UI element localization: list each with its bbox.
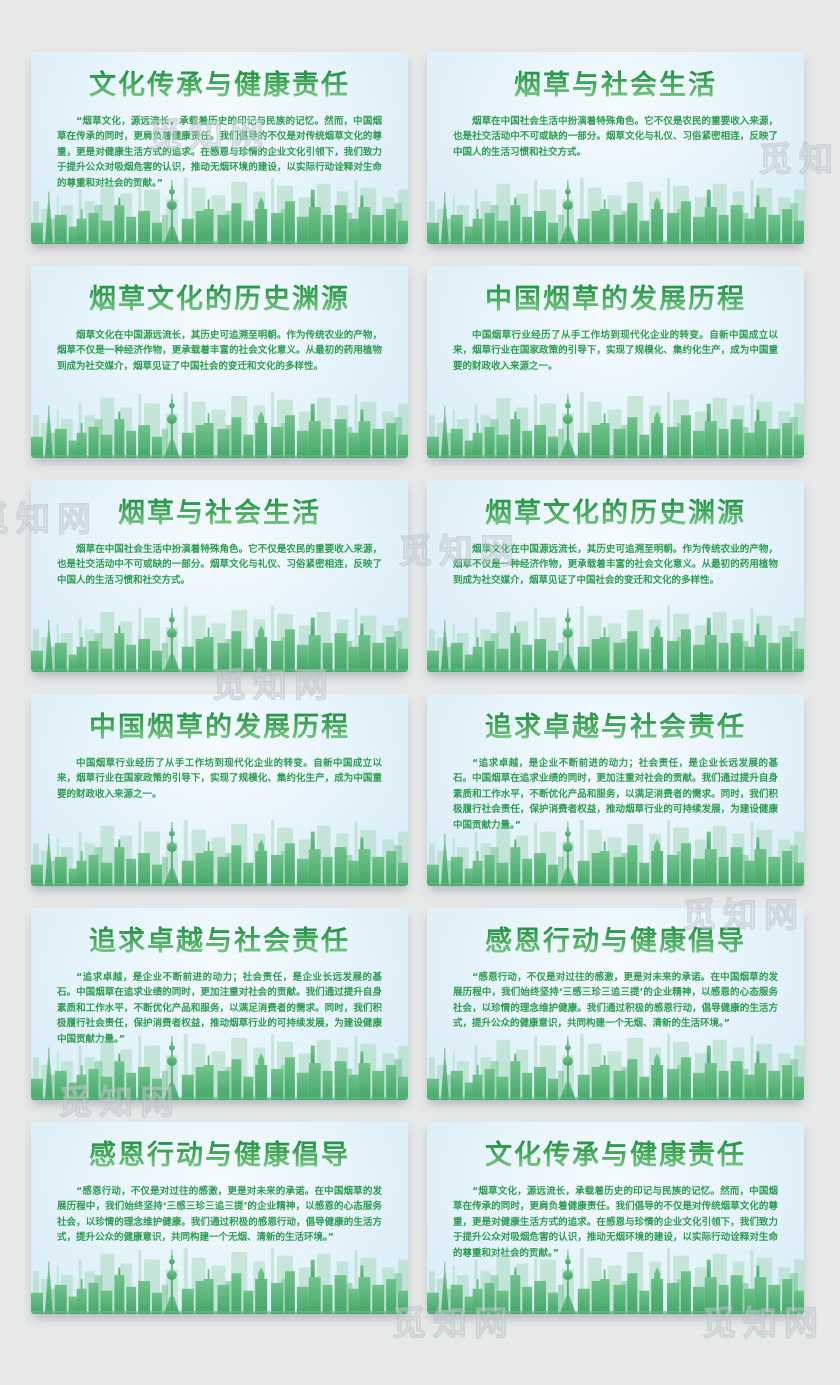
poster-card[interactable]: 追求卓越与社会责任 “追求卓越，是企业不断前进的动力；社会责任，是企业长远发展的… xyxy=(427,694,804,886)
poster-card[interactable]: 烟草与社会生活 烟草在中国社会生活中扮演着特殊角色。它不仅是农民的重要收入来源，… xyxy=(427,52,804,244)
poster-body-text: 烟草文化在中国源远流长，其历史可追溯至明朝。作为传统农业的产物，烟草不仅是一种经… xyxy=(57,330,382,372)
city-skyline-icon xyxy=(31,1247,408,1314)
poster-title: 追求卓越与社会责任 xyxy=(427,711,804,745)
city-skyline-icon xyxy=(31,819,408,886)
poster-title: 烟草文化的历史渊源 xyxy=(31,283,408,317)
poster-card[interactable]: 感恩行动与健康倡导 “感恩行动，不仅是对过往的感激，更是对未来的承诺。在中国烟草… xyxy=(427,908,804,1100)
poster-body-text: 烟草在中国社会生活中扮演着特殊角色。它不仅是农民的重要收入来源，也是社交活动中不… xyxy=(57,544,382,586)
poster-title: 追求卓越与社会责任 xyxy=(31,925,408,959)
poster-card[interactable]: 烟草文化的历史渊源 烟草文化在中国源远流长，其历史可追溯至明朝。作为传统农业的产… xyxy=(427,480,804,672)
poster-card[interactable]: 追求卓越与社会责任 “追求卓越，是企业不断前进的动力；社会责任，是企业长远发展的… xyxy=(31,908,408,1100)
poster-title: 中国烟草的发展历程 xyxy=(31,711,408,745)
poster-grid: 文化传承与健康责任 “烟草文化，源远流长，承载着历史的印记与民族的记忆。然而，中… xyxy=(31,52,806,1314)
city-skyline-icon xyxy=(427,391,804,458)
poster-title: 烟草与社会生活 xyxy=(427,69,804,103)
poster-card[interactable]: 烟草与社会生活 烟草在中国社会生活中扮演着特殊角色。它不仅是农民的重要收入来源，… xyxy=(31,480,408,672)
city-skyline-icon xyxy=(31,391,408,458)
poster-card[interactable]: 中国烟草的发展历程 中国烟草行业经历了从手工作坊到现代化企业的转变。自新中国成立… xyxy=(31,694,408,886)
poster-body-text: 烟草在中国社会生活中扮演着特殊角色。它不仅是农民的重要收入来源，也是社交活动中不… xyxy=(453,116,778,158)
poster-body-text: 中国烟草行业经历了从手工作坊到现代化企业的转变。自新中国成立以来，烟草行业在国家… xyxy=(453,330,778,372)
poster-title: 烟草与社会生活 xyxy=(31,497,408,531)
city-skyline-icon xyxy=(31,605,408,672)
poster-body-text: “追求卓越，是企业不断前进的动力；社会责任，是企业长远发展的基石。中国烟草在追求… xyxy=(453,758,778,831)
poster-title: 中国烟草的发展历程 xyxy=(427,283,804,317)
poster-body-text: “感恩行动，不仅是对过往的感激，更是对未来的承诺。在中国烟草的发展历程中，我们始… xyxy=(57,1186,382,1244)
poster-card[interactable]: 文化传承与健康责任 “烟草文化，源远流长，承载着历史的印记与民族的记忆。然而，中… xyxy=(427,1122,804,1314)
poster-card[interactable]: 中国烟草的发展历程 中国烟草行业经历了从手工作坊到现代化企业的转变。自新中国成立… xyxy=(427,266,804,458)
poster-body-text: “感恩行动，不仅是对过往的感激，更是对未来的承诺。在中国烟草的发展历程中，我们始… xyxy=(453,972,778,1030)
city-skyline-icon xyxy=(31,1033,408,1100)
poster-body-text: “追求卓越，是企业不断前进的动力；社会责任，是企业长远发展的基石。中国烟草在追求… xyxy=(57,972,382,1045)
poster-body-text: 烟草文化在中国源远流长，其历史可追溯至明朝。作为传统农业的产物，烟草不仅是一种经… xyxy=(453,544,778,586)
poster-title: 文化传承与健康责任 xyxy=(427,1139,804,1173)
poster-body-text: “烟草文化，源远流长，承载着历史的印记与民族的记忆。然而，中国烟草在传承的同时，… xyxy=(453,1186,778,1259)
poster-title: 烟草文化的历史渊源 xyxy=(427,497,804,531)
city-skyline-icon xyxy=(427,605,804,672)
poster-body-text: 中国烟草行业经历了从手工作坊到现代化企业的转变。自新中国成立以来，烟草行业在国家… xyxy=(57,758,382,800)
poster-title: 感恩行动与健康倡导 xyxy=(427,925,804,959)
city-skyline-icon xyxy=(427,1033,804,1100)
poster-card[interactable]: 烟草文化的历史渊源 烟草文化在中国源远流长，其历史可追溯至明朝。作为传统农业的产… xyxy=(31,266,408,458)
poster-title: 感恩行动与健康倡导 xyxy=(31,1139,408,1173)
poster-card[interactable]: 感恩行动与健康倡导 “感恩行动，不仅是对过往的感激，更是对未来的承诺。在中国烟草… xyxy=(31,1122,408,1314)
poster-body-text: “烟草文化，源远流长，承载着历史的印记与民族的记忆。然而，中国烟草在传承的同时，… xyxy=(57,116,382,189)
poster-card[interactable]: 文化传承与健康责任 “烟草文化，源远流长，承载着历史的印记与民族的记忆。然而，中… xyxy=(31,52,408,244)
city-skyline-icon xyxy=(31,177,408,244)
city-skyline-icon xyxy=(427,177,804,244)
poster-title: 文化传承与健康责任 xyxy=(31,69,408,103)
city-skyline-icon xyxy=(427,1247,804,1314)
city-skyline-icon xyxy=(427,819,804,886)
